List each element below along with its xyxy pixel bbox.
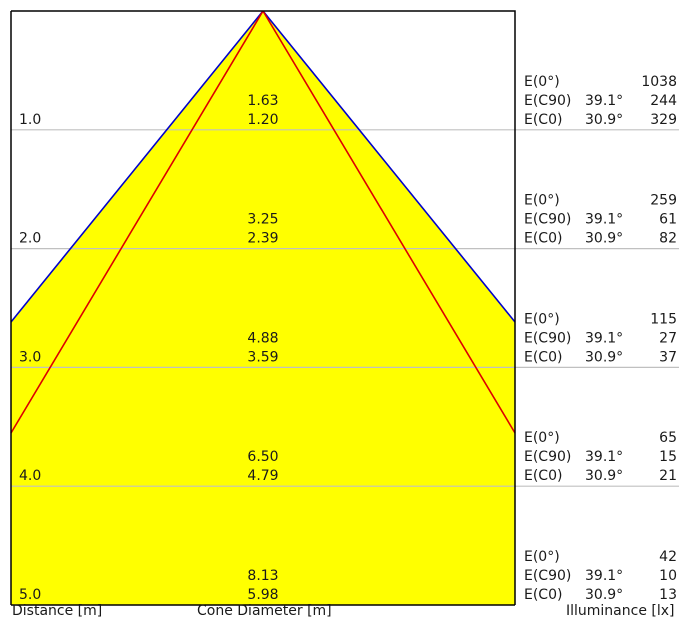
inner-edge-left <box>10 10 264 434</box>
ec0-angle: 30.9° <box>585 587 623 603</box>
frame-top-right <box>11 10 516 605</box>
inner-edge-right <box>262 10 516 434</box>
ec90-label: E(C90) <box>524 330 571 346</box>
ec0-label: E(C0) <box>524 587 562 603</box>
ec90-value: 27 <box>659 330 677 346</box>
e0-value: 42 <box>659 549 677 565</box>
ec90-value: 15 <box>659 449 677 465</box>
ec0-value: 82 <box>659 231 677 247</box>
ec0-angle: 30.9° <box>585 112 623 128</box>
ec0-value: 13 <box>659 587 677 603</box>
e0-label: E(0°) <box>524 549 560 565</box>
cone-diameter-c90: 6.50 <box>247 449 278 465</box>
e0-label: E(0°) <box>524 193 560 209</box>
cone-diameter-c90: 8.13 <box>247 568 278 584</box>
ec0-label: E(C0) <box>524 231 562 247</box>
cone-diameter-c0: 1.20 <box>247 112 278 128</box>
distance-label: 4.0 <box>19 468 41 484</box>
e0-value: 115 <box>650 311 677 327</box>
e0-label: E(0°) <box>524 311 560 327</box>
ec0-value: 329 <box>650 112 677 128</box>
cone-diameter-c0: 4.79 <box>247 468 278 484</box>
cone-diameter-c0: 5.98 <box>247 587 278 603</box>
ec90-label: E(C90) <box>524 568 571 584</box>
ec90-value: 244 <box>650 93 677 109</box>
ec0-label: E(C0) <box>524 112 562 128</box>
ec90-angle: 39.1° <box>585 568 623 584</box>
distance-label: 3.0 <box>19 349 41 365</box>
e0-value: 65 <box>659 430 677 446</box>
ec90-angle: 39.1° <box>585 330 623 346</box>
ec90-label: E(C90) <box>524 449 571 465</box>
illuminance-axis-label: Illuminance [lx] <box>566 603 675 619</box>
distance-axis-label: Distance [m] <box>12 603 103 619</box>
cone-diameter-c0: 2.39 <box>247 231 278 247</box>
ec90-value: 61 <box>659 212 677 228</box>
cone-diameter-c90: 4.88 <box>247 330 278 346</box>
e0-value: 259 <box>650 193 677 209</box>
cone-diameter-c90: 3.25 <box>247 212 278 228</box>
ec90-label: E(C90) <box>524 93 571 109</box>
cone-diameter-c90: 1.63 <box>247 93 278 109</box>
ec0-angle: 30.9° <box>585 349 623 365</box>
ec90-angle: 39.1° <box>585 93 623 109</box>
ec90-label: E(C90) <box>524 212 571 228</box>
cone-diameter-c0: 3.59 <box>247 349 278 365</box>
outer-edge-left <box>10 10 264 323</box>
ec0-angle: 30.9° <box>585 468 623 484</box>
ec90-angle: 39.1° <box>585 212 623 228</box>
ec0-label: E(C0) <box>524 349 562 365</box>
ec0-value: 37 <box>659 349 677 365</box>
distance-label: 5.0 <box>19 587 41 603</box>
e0-value: 1038 <box>641 74 677 90</box>
ec0-angle: 30.9° <box>585 231 623 247</box>
ec0-value: 21 <box>659 468 677 484</box>
cone-fill <box>11 11 515 605</box>
cone-diameter-axis-label: Cone Diameter [m] <box>197 603 332 619</box>
distance-label: 2.0 <box>19 231 41 247</box>
e0-label: E(0°) <box>524 74 560 90</box>
outer-edge-right <box>262 10 516 323</box>
ec90-angle: 39.1° <box>585 449 623 465</box>
ec0-label: E(C0) <box>524 468 562 484</box>
distance-label: 1.0 <box>19 112 41 128</box>
e0-label: E(0°) <box>524 430 560 446</box>
ec90-value: 10 <box>659 568 677 584</box>
